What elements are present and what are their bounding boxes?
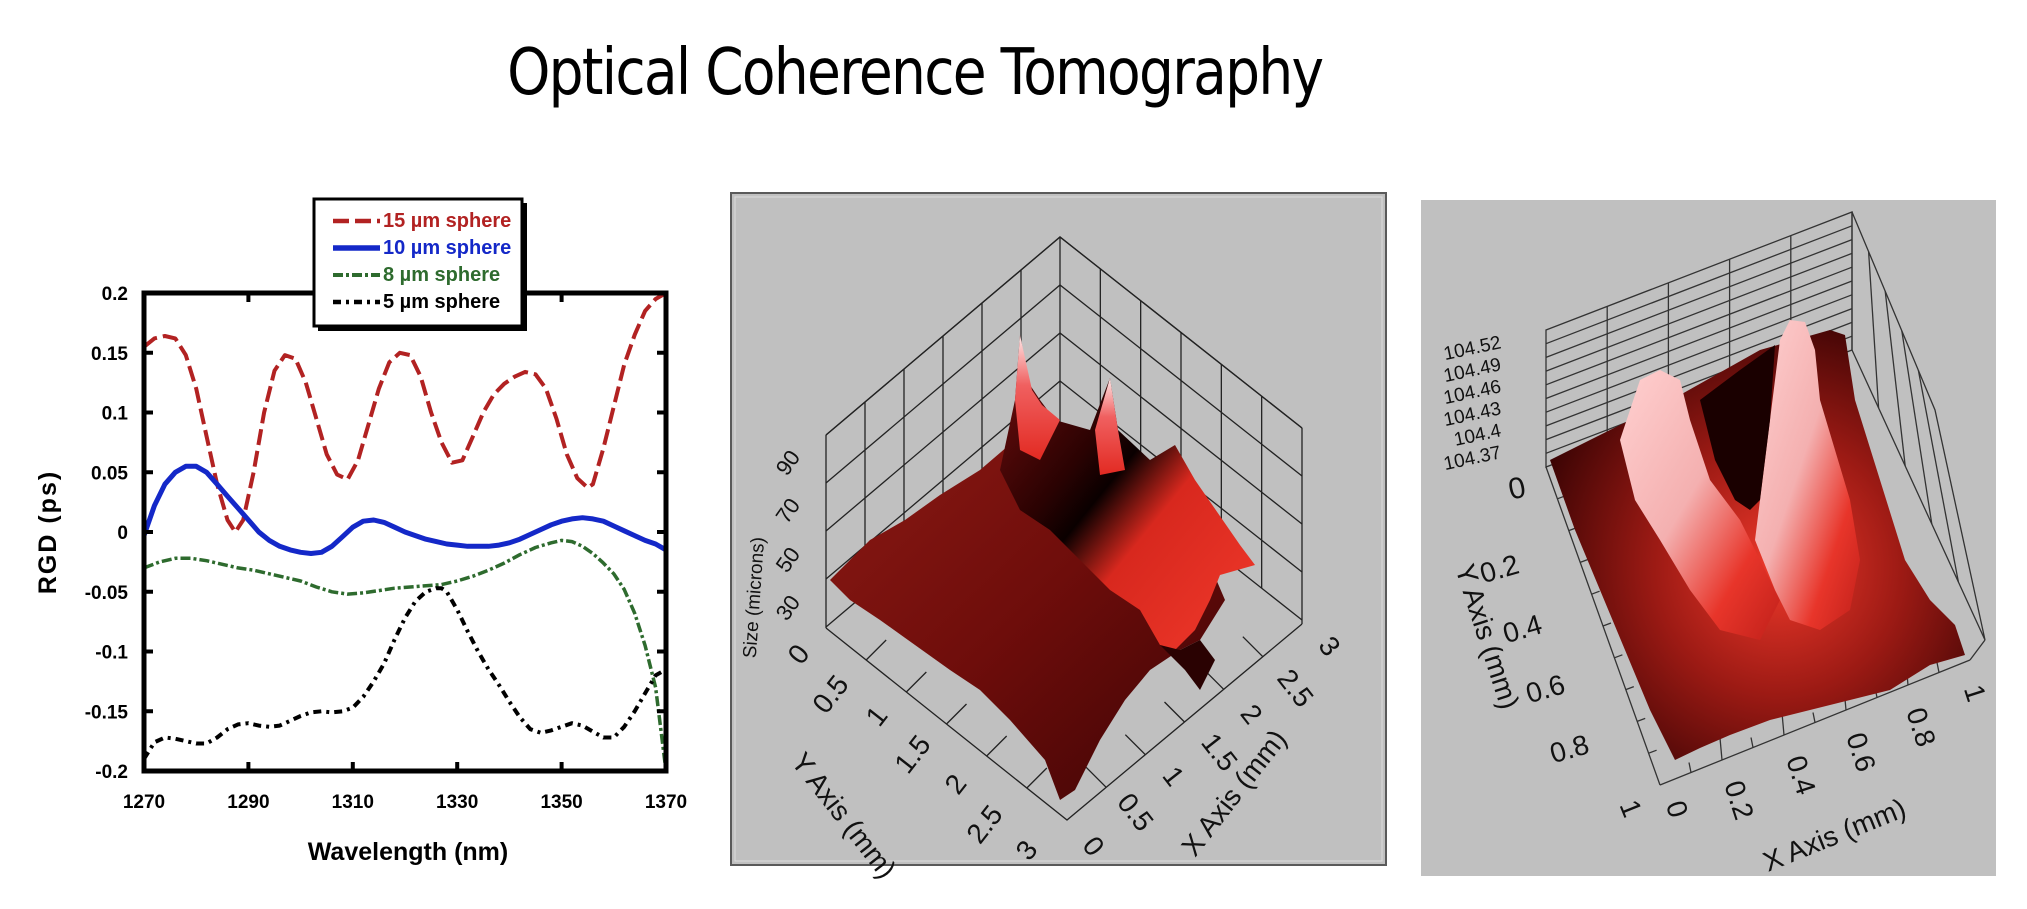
x-tick-label: 0.4 <box>1780 752 1822 799</box>
y-tick-labels: 0.2 0.15 0.1 0.05 0 -0.05 -0.1 -0.15 -0.2 <box>85 284 129 783</box>
page-title: Optical Coherence Tomography <box>507 36 1324 110</box>
series-line-3 <box>142 586 667 761</box>
grid-box <box>825 236 1303 821</box>
y-tick-label: 0.6 <box>1522 669 1568 710</box>
x-tick-label: 1330 <box>436 792 478 813</box>
x-tick-label: 1310 <box>332 792 374 813</box>
surface-peak-2 <box>1095 378 1125 475</box>
series-line-2 <box>143 538 668 772</box>
x-tick-label: 0 <box>1076 830 1110 861</box>
y-tick-label: 0 <box>1505 471 1528 507</box>
x-tick-label: 0.6 <box>1840 729 1882 776</box>
y-tick-label: 0.8 <box>1546 729 1592 770</box>
y-tick-label: 0 <box>117 523 128 544</box>
y-tick-label: -0.2 <box>95 762 128 783</box>
y-tick-label: 0.4 <box>1499 609 1545 650</box>
z-tick-label: 104.37 <box>1442 442 1503 475</box>
z-tick-label: 104.46 <box>1442 376 1503 409</box>
legend-label: 15 µm sphere <box>383 210 511 232</box>
z-tick-label: 50 <box>771 543 806 577</box>
surface-u-arm-left <box>1620 370 1780 640</box>
y-tick-label: -0.05 <box>85 583 129 604</box>
panel-background <box>730 192 1387 866</box>
z-tick-label: 90 <box>771 446 806 480</box>
legend-label: 8 µm sphere <box>383 264 500 286</box>
legend-label: 10 µm sphere <box>383 237 511 259</box>
x-axis-title: Wavelength (nm) <box>308 838 508 866</box>
legend-label: 5 µm sphere <box>383 291 500 313</box>
z-tick-label: 104.43 <box>1442 398 1503 431</box>
surface <box>830 335 1255 800</box>
x-tick-label: 1 <box>1958 681 1992 705</box>
x-tick-label: 1270 <box>123 792 165 813</box>
rgd-line-chart: 1270 1290 1310 1330 1350 1370 0.20.150.10.050… <box>34 197 687 866</box>
surface <box>1550 320 1965 760</box>
x-tick-label: 1370 <box>645 792 687 813</box>
surface-peak <box>1015 335 1060 460</box>
z-tick-label: 104.49 <box>1442 354 1503 387</box>
surface-base <box>1550 330 1965 760</box>
x-axis-title: X Axis (mm) <box>1759 792 1911 877</box>
y-tick-label: 0.2 <box>1476 549 1522 590</box>
legend-items: 15 µm sphere 10 µm sphere 8 µm sphere 5 µm … <box>333 210 511 313</box>
x-tick-label: 1 <box>1156 760 1190 791</box>
z-tick-label: 70 <box>771 494 806 528</box>
x-tick-label: 1290 <box>227 792 269 813</box>
y-axis-title: RGD (ps) <box>34 470 62 594</box>
x-tick-label: 1350 <box>540 792 582 813</box>
x-tick-label: 0.5 <box>1111 787 1159 837</box>
y-tick-label: -0.15 <box>85 702 129 723</box>
z-tick-label: 104.52 <box>1442 332 1503 365</box>
z-tick-label: 30 <box>771 591 806 625</box>
y-tick-label: 1 <box>1614 795 1649 821</box>
y-tick-label: 0.15 <box>91 344 128 365</box>
y-tick-label: -0.1 <box>95 643 128 664</box>
y-tick-label: 0.1 <box>102 404 129 425</box>
rgd-curves <box>141 291 668 772</box>
grid-box <box>1545 211 1986 786</box>
y-tick-label: 2 <box>939 768 973 799</box>
x-tick-label: 0 <box>1660 797 1694 821</box>
surface-u-arm-right <box>1755 320 1860 630</box>
panel-background <box>1421 200 1996 876</box>
z-tick-label: 104.4 <box>1452 420 1503 451</box>
x-tick-labels: 1270 1290 1310 1330 1350 1370 <box>123 792 687 813</box>
panel-inner-border <box>734 196 1383 862</box>
z-axis-title: Size (microns) <box>740 536 769 659</box>
surface-dip <box>1160 640 1215 690</box>
x-tick-label: 2 <box>1234 698 1268 729</box>
y-tick-label: 0.2 <box>102 284 128 305</box>
x-tick-label: 2.5 <box>1271 663 1319 713</box>
x-tick-label: 0.2 <box>1718 777 1760 824</box>
y-tick-label: 1 <box>860 700 894 731</box>
surface-base <box>830 420 1225 800</box>
series-line-0 <box>142 291 667 534</box>
y-tick-label: 2.5 <box>960 799 1008 849</box>
x-tick-label: 1.5 <box>1195 727 1243 777</box>
x-tick-label: 3 <box>1312 630 1346 661</box>
surface-u-gap <box>1700 345 1775 510</box>
surface-ridge <box>1000 335 1255 650</box>
x-axis-title: X Axis (mm) <box>1175 724 1292 862</box>
y-tick-label: 3 <box>1010 834 1044 865</box>
y-tick-label: 1.5 <box>888 729 936 779</box>
y-tick-label: 0.5 <box>806 669 854 719</box>
x-tick-label: 0.8 <box>1900 704 1942 751</box>
y-tick-label: 0 <box>782 638 816 669</box>
y-axis-title: Y Axis (mm) <box>1449 560 1525 713</box>
legend: 15 µm sphere 10 µm sphere 8 µm sphere 5 µm … <box>312 197 527 331</box>
y-tick-label: 0.05 <box>91 463 128 484</box>
y-axis-title: Y Axis (mm) <box>785 747 902 885</box>
series-line-1 <box>141 463 668 556</box>
